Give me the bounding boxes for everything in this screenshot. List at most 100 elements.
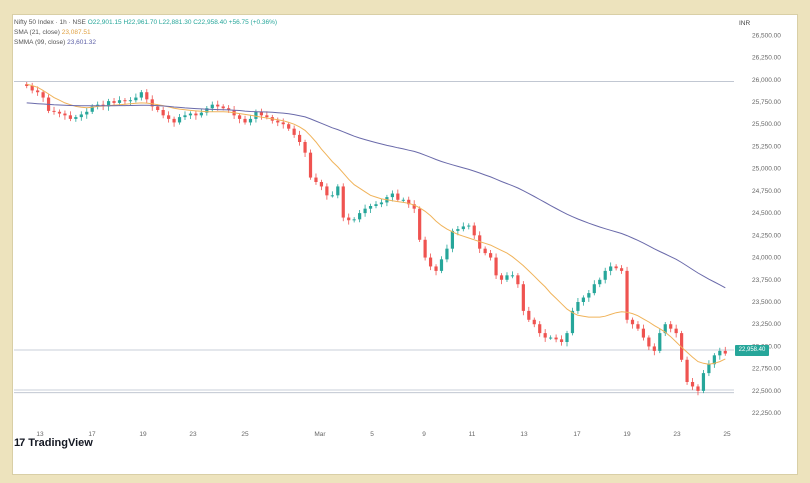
y-tick-label: 24,750.00	[752, 188, 781, 195]
candle-body	[63, 113, 67, 116]
candle-body	[90, 106, 94, 112]
candle-body	[559, 339, 564, 342]
candle-body	[696, 386, 700, 391]
candle-body	[647, 337, 651, 347]
currency-label[interactable]: INR	[739, 20, 751, 27]
candle-body	[494, 257, 498, 276]
symbol-title[interactable]: Nifty 50 Index · 1h · NSE	[14, 19, 86, 26]
chart-legend: Nifty 50 Index · 1h · NSE O22,901.15 H22…	[14, 18, 277, 48]
x-tick-label: 23	[673, 431, 681, 438]
candle-body	[401, 199, 405, 201]
candle-body	[254, 111, 258, 119]
candle-body	[287, 124, 291, 129]
candle-body	[243, 118, 247, 123]
tradingview-brand[interactable]: 17 TradingView	[14, 437, 93, 449]
candle-body	[134, 97, 138, 101]
candle-body	[701, 373, 706, 391]
candle-body	[74, 117, 78, 119]
candle-body	[707, 364, 711, 374]
y-tick-label: 22,500.00	[752, 388, 781, 395]
x-tick-label: 5	[370, 431, 374, 438]
x-tick-label: 19	[139, 431, 147, 438]
y-tick-label: 22,750.00	[752, 366, 781, 373]
candle-body	[57, 111, 62, 114]
smma-label: SMMA (99, close)	[14, 39, 66, 46]
candle-body	[139, 92, 143, 98]
candle-body	[516, 275, 520, 285]
candle-body	[428, 257, 433, 267]
sma-label: SMA (21, close)	[14, 29, 60, 36]
y-tick-label: 25,000.00	[752, 166, 781, 173]
candle-body	[680, 333, 684, 360]
candle-body	[396, 193, 400, 200]
x-tick-label: 17	[573, 431, 581, 438]
candle-body	[41, 92, 45, 98]
candle-body	[145, 92, 149, 100]
candle-body	[314, 177, 318, 182]
candle-body	[194, 113, 198, 116]
y-tick-label: 24,500.00	[752, 210, 781, 217]
last-price-tag: 22,958.40	[735, 344, 769, 356]
candle-body	[177, 117, 182, 123]
candle-body	[685, 359, 689, 382]
candle-body	[570, 310, 575, 334]
candle-body	[374, 204, 378, 206]
candle-body	[450, 230, 455, 249]
candle-body	[106, 101, 111, 107]
candle-body	[663, 324, 667, 334]
candle-body	[581, 297, 585, 302]
candle-body	[330, 195, 334, 197]
legend-title-row: Nifty 50 Index · 1h · NSE O22,901.15 H22…	[14, 18, 277, 28]
candle-body	[527, 310, 531, 320]
candle-body	[336, 186, 340, 196]
candle-body	[390, 193, 394, 198]
candle-body	[188, 113, 193, 116]
y-tick-label: 25,750.00	[752, 99, 781, 106]
candle-body	[603, 270, 607, 280]
candle-body	[609, 266, 613, 271]
candle-body	[423, 239, 427, 258]
candle-body	[489, 253, 493, 258]
legend-sma-row[interactable]: SMA (21, close) 23,087.51	[14, 28, 277, 38]
y-tick-label: 26,250.00	[752, 55, 781, 62]
candle-body	[636, 324, 640, 329]
chart-panel	[12, 14, 798, 475]
candle-body	[281, 122, 285, 125]
x-tick-label: 25	[241, 431, 249, 438]
candle-body	[418, 208, 422, 240]
candle-body	[210, 104, 214, 109]
candle-body	[674, 328, 678, 334]
legend-smma-row[interactable]: SMMA (99, close) 23,601.32	[14, 38, 277, 48]
candle-body	[461, 226, 465, 230]
candle-body	[669, 324, 673, 329]
candle-body	[308, 152, 313, 178]
candle-body	[598, 279, 602, 285]
candle-body	[619, 268, 624, 271]
x-tick-label: 9	[422, 431, 426, 438]
candle-body	[472, 225, 476, 236]
sma-line	[26, 83, 726, 365]
candle-body	[79, 114, 83, 118]
candle-body	[723, 350, 727, 354]
y-tick-label: 23,750.00	[752, 277, 781, 284]
y-tick-label: 24,250.00	[752, 232, 781, 239]
candle-body	[467, 225, 471, 227]
candle-body	[237, 115, 242, 119]
candle-body	[221, 106, 225, 109]
candle-body	[499, 275, 504, 280]
candle-body	[248, 118, 253, 123]
candle-body	[112, 101, 116, 103]
x-tick-label: 17	[88, 431, 96, 438]
candle-body	[227, 108, 231, 110]
x-tick-label: 19	[623, 431, 631, 438]
candle-body	[156, 106, 160, 110]
candle-body	[123, 100, 127, 102]
candle-body	[379, 202, 384, 205]
candle-body	[576, 302, 580, 311]
candle-body	[276, 120, 280, 123]
candle-body	[412, 204, 416, 209]
candle-body	[341, 186, 345, 218]
candle-body	[85, 111, 89, 115]
candle-body	[205, 108, 209, 113]
